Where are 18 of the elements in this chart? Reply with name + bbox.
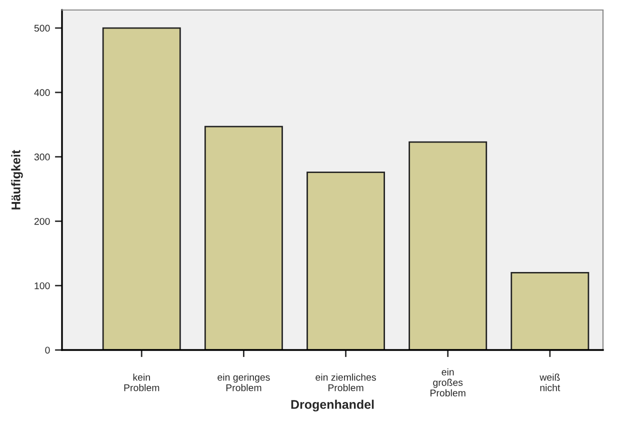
bar bbox=[408, 141, 488, 350]
x-tick-label: kein Problem bbox=[124, 374, 160, 392]
y-tick-label: 300 bbox=[34, 154, 50, 160]
bar bbox=[204, 126, 283, 350]
y-tick-label: 0 bbox=[45, 346, 50, 354]
x-tick-label: ein großes Problem bbox=[430, 368, 466, 396]
bar bbox=[306, 172, 385, 350]
x-axis-title: Drogenhandel bbox=[291, 400, 374, 412]
bar bbox=[510, 272, 590, 350]
bar bbox=[102, 27, 181, 350]
y-tick-label: 400 bbox=[34, 89, 50, 96]
x-tick-label: ein geringes Problem bbox=[218, 374, 270, 392]
y-axis-title: Häufigkeit bbox=[11, 150, 23, 210]
y-tick-label: 500 bbox=[34, 24, 50, 32]
y-tick-label: 100 bbox=[34, 282, 50, 290]
x-tick-label: ein ziemliches Problem bbox=[316, 374, 376, 392]
x-tick-label: weiß nicht bbox=[540, 374, 560, 392]
y-tick-label: 200 bbox=[34, 218, 50, 225]
